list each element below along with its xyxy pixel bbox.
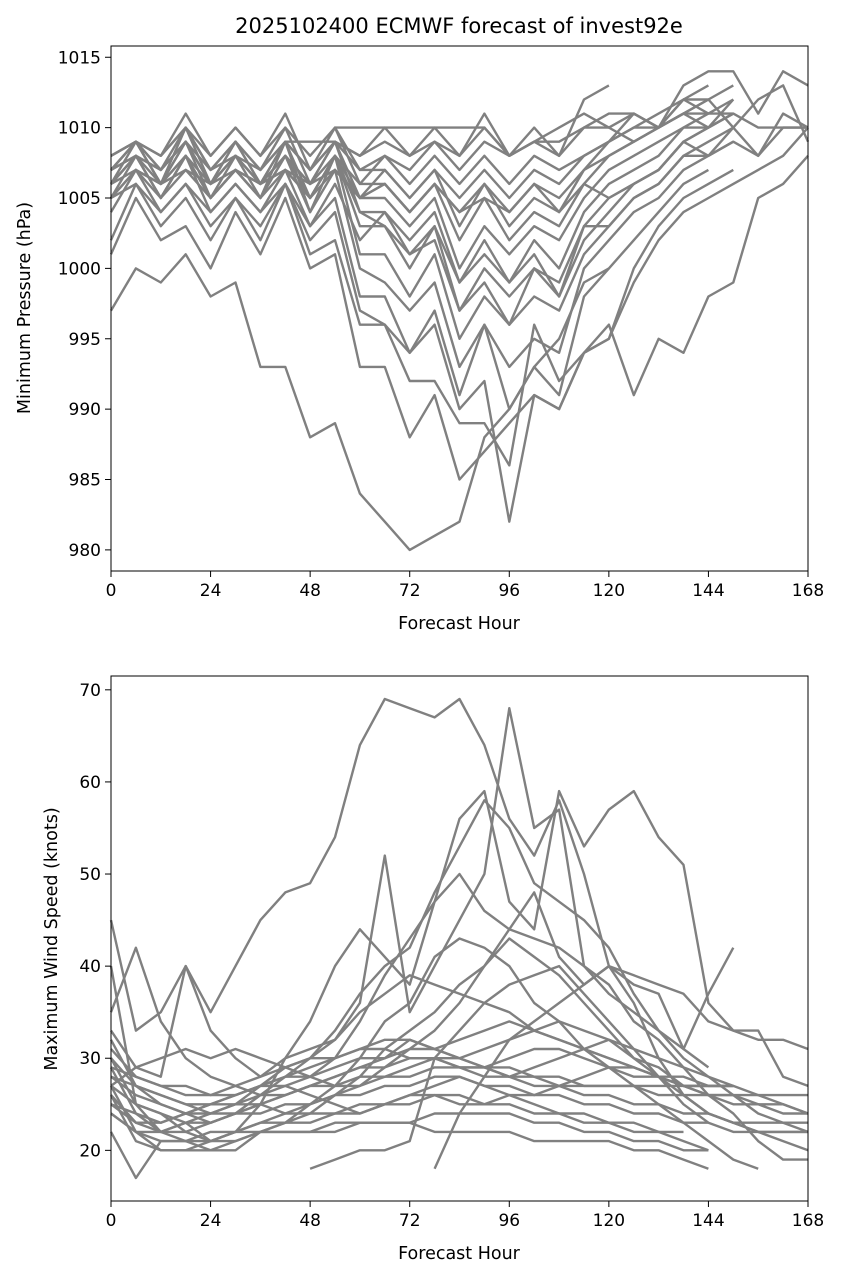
- wind-series-line-member-01: [110, 697, 735, 1087]
- wind-y-tick-label: 30: [79, 1049, 101, 1069]
- wind-series-line-member-02: [109, 789, 809, 1088]
- wind-y-tick-label: 50: [79, 865, 101, 885]
- wind-series-line-member-19: [110, 1020, 808, 1097]
- wind-y-tick-label: 40: [79, 957, 101, 977]
- pressure-y-tick-label: 985: [69, 471, 101, 491]
- pressure-x-tick-label: 96: [498, 581, 520, 601]
- wind-series-line-member-22: [110, 1029, 808, 1124]
- wind-series-line-member-04: [109, 799, 809, 1134]
- pressure-x-tick-label: 0: [106, 581, 117, 601]
- pressure-series-line-member-21: [159, 84, 610, 172]
- wind-y-axis-label: Maximum Wind Speed (knots): [42, 807, 62, 1070]
- wind-x-tick-label: 168: [792, 1211, 824, 1231]
- pressure-x-tick-label: 24: [200, 581, 222, 601]
- pressure-x-axis-label: Forecast Hour: [398, 614, 521, 634]
- wind-x-tick-label: 0: [106, 1211, 117, 1231]
- pressure-x-tick-label: 72: [399, 581, 421, 601]
- wind-y-tick-label: 20: [79, 1141, 101, 1161]
- chart-title: 2025102400 ECMWF forecast of invest92e: [235, 14, 683, 38]
- pressure-y-tick-label: 1015: [58, 48, 101, 68]
- wind-series-line-member-24: [110, 1075, 808, 1134]
- pressure-x-tick-label: 48: [299, 581, 321, 601]
- pressure-y-tick-label: 1010: [58, 119, 101, 139]
- pressure-series-line-member-15: [110, 84, 734, 186]
- wind-x-tick-label: 72: [399, 1211, 421, 1231]
- wind-x-axis-label: Forecast Hour: [398, 1244, 521, 1264]
- wind-x-tick-label: 120: [593, 1211, 625, 1231]
- wind-x-tick-label: 144: [692, 1211, 724, 1231]
- pressure-series-line-member-22: [110, 112, 809, 298]
- pressure-series-line-member-02: [109, 126, 809, 481]
- pressure-x-tick-label: 168: [792, 581, 824, 601]
- wind-x-tick-label: 24: [200, 1211, 222, 1231]
- wind-x-tick-label: 48: [299, 1211, 321, 1231]
- wind-y-tick-label: 70: [79, 681, 101, 701]
- wind-series-line-member-23: [433, 964, 809, 1170]
- pressure-x-tick-label: 144: [692, 581, 724, 601]
- wind-x-tick-label: 96: [498, 1211, 520, 1231]
- pressure-plot-frame: [110, 45, 809, 572]
- wind-plot-frame: [110, 675, 809, 1202]
- pressure-series-line-member-04: [109, 168, 734, 523]
- wind-series-line-member-14: [109, 1121, 709, 1180]
- wind-series-line-member-18: [110, 1047, 809, 1115]
- pressure-y-axis-label: Minimum Pressure (hPa): [15, 202, 35, 414]
- pressure-series-line-member-03: [109, 155, 809, 467]
- pressure-x-tick-label: 120: [593, 581, 625, 601]
- pressure-y-tick-label: 980: [69, 541, 101, 561]
- wind-y-tick-label: 60: [79, 773, 101, 793]
- pressure-y-tick-label: 990: [69, 400, 101, 420]
- wind-series-line-member-17: [110, 1066, 734, 1124]
- pressure-y-tick-label: 995: [69, 330, 101, 350]
- pressure-series-line-member-20: [110, 84, 810, 186]
- pressure-series-line-member-19: [110, 126, 808, 214]
- pressure-panel: 0 24 48 72 96 120 144 168 980 985 990 995 1000 1005 10…: [58, 45, 824, 601]
- pressure-y-tick-label: 1000: [58, 259, 101, 279]
- wind-panel: 0 24 48 72 96 120 144 168 20 30 40 50 60 70: [79, 675, 824, 1231]
- wind-series-line-member-12: [110, 1093, 709, 1152]
- wind-series-line-member-06: [109, 937, 759, 1170]
- wind-series-line-member-20: [110, 1084, 734, 1124]
- pressure-y-tick-label: 1005: [58, 189, 101, 209]
